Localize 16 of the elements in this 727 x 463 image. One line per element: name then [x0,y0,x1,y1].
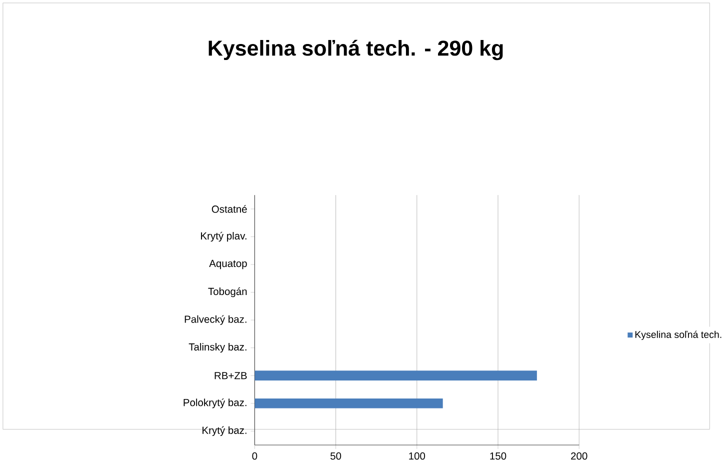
y-tick-label: Tobogán [208,287,247,298]
y-tick-label: Krytý baz. [202,426,246,436]
y-tick-label: Aquatop [209,260,247,270]
x-tick-label: 0 [252,452,258,460]
x-tick-label: 150 [490,452,506,460]
y-tick-label: RB+ZB [214,372,247,380]
y-tick-label: Palvecký baz. [184,315,246,325]
x-tick-label: 50 [330,452,342,460]
chart-title: Kyselina soľná tech. - 290 kg [208,40,503,60]
y-tick-label: Polokrytý baz. [184,398,246,408]
y-tick-label: Ostatné [212,205,247,213]
x-tick-label: 200 [571,452,588,460]
y-tick-label: Krytý plav. [201,232,246,242]
y-tick-label: Talinsky baz. [188,343,246,353]
x-tick-label: 100 [409,452,426,460]
legend-label: Kyselina soľná tech. [635,330,722,340]
